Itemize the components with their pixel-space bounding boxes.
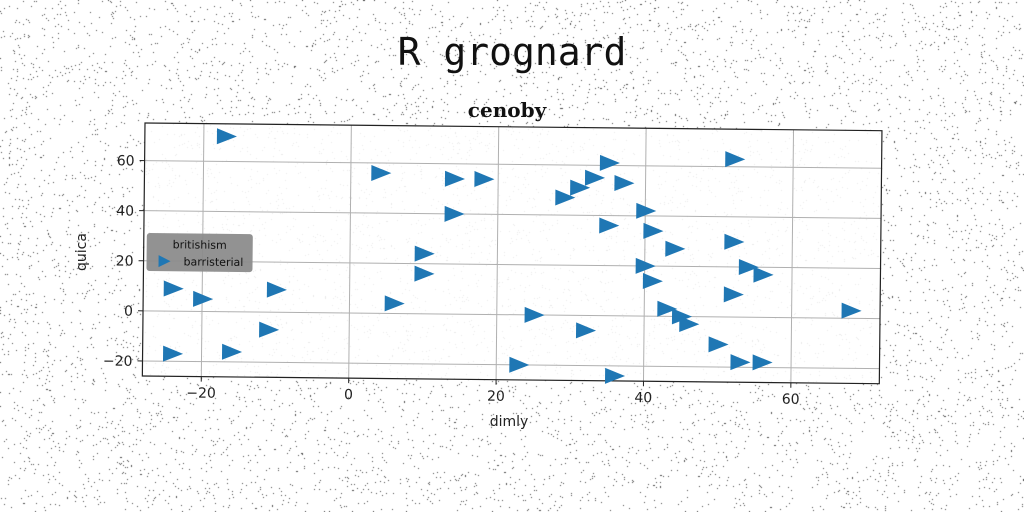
- data-point: [474, 171, 495, 188]
- data-point: [599, 217, 620, 234]
- y-tick-label: −20: [103, 354, 133, 370]
- y-tick-label: 0: [124, 304, 133, 320]
- x-grid-line: [495, 126, 500, 380]
- data-point: [708, 336, 729, 353]
- legend: britishism barristerial: [146, 233, 253, 273]
- plot-frame: [141, 122, 883, 385]
- data-point: [444, 170, 465, 187]
- data-point: [584, 169, 606, 186]
- legend-entry-label: barristerial: [183, 255, 243, 269]
- data-point: [738, 258, 759, 275]
- data-point: [259, 321, 280, 338]
- data-point: [643, 222, 664, 239]
- y-tick-label: 40: [116, 203, 134, 219]
- data-point: [221, 343, 243, 360]
- x-grid-line: [642, 128, 647, 382]
- data-point: [193, 290, 214, 307]
- x-tick-label: −20: [186, 385, 216, 401]
- data-point: [570, 179, 591, 196]
- data-point: [679, 315, 700, 332]
- data-point: [635, 257, 656, 274]
- data-point: [599, 154, 620, 171]
- y-grid-line: [144, 160, 882, 169]
- data-point: [753, 266, 774, 283]
- x-tick-label: 0: [344, 387, 353, 403]
- axis-ticks: −20 0 20 40 60 −20 0 20 40 60: [103, 153, 800, 408]
- figure-suptitle: R grognard: [397, 30, 627, 74]
- data-point: [841, 302, 862, 319]
- data-point: [414, 265, 435, 282]
- data-point: [724, 233, 745, 250]
- y-grid-line: [144, 210, 882, 219]
- y-tick-label: 60: [117, 153, 135, 169]
- chart-title: cenoby: [468, 98, 548, 122]
- data-point: [575, 322, 597, 339]
- data-point: [725, 151, 746, 168]
- plot-area: [142, 123, 882, 384]
- data-point: [414, 245, 435, 262]
- data-point: [555, 189, 576, 206]
- data-point: [604, 367, 626, 384]
- x-tick-label: 40: [634, 390, 652, 406]
- data-point: [444, 205, 465, 222]
- data-point: [509, 356, 530, 373]
- data-point: [752, 354, 773, 371]
- data-point: [642, 273, 663, 290]
- data-point: [384, 295, 405, 312]
- x-tick-label: 20: [487, 389, 505, 405]
- x-tick-label: 60: [782, 392, 800, 408]
- x-grid-line: [348, 125, 352, 379]
- legend-marker: [158, 255, 171, 268]
- legend-box: [146, 233, 253, 273]
- data-point: [371, 164, 392, 181]
- data-point: [657, 300, 678, 317]
- data-point: [636, 202, 657, 219]
- legend-title: britishism: [173, 238, 227, 252]
- data-point: [163, 280, 184, 297]
- y-grid-line: [143, 310, 880, 320]
- data-points: [162, 128, 862, 384]
- data-point: [162, 345, 184, 362]
- data-point: [723, 286, 744, 303]
- x-axis-label: dimly: [490, 414, 529, 430]
- data-point: [524, 306, 545, 323]
- data-point: [730, 354, 751, 371]
- data-point: [266, 281, 287, 298]
- x-grid-line: [790, 129, 795, 383]
- y-tick-label: 20: [116, 253, 134, 269]
- data-point: [216, 128, 237, 145]
- y-axis-label: quica: [74, 233, 90, 271]
- data-point: [614, 175, 635, 192]
- data-point: [665, 240, 686, 257]
- data-point: [671, 308, 693, 325]
